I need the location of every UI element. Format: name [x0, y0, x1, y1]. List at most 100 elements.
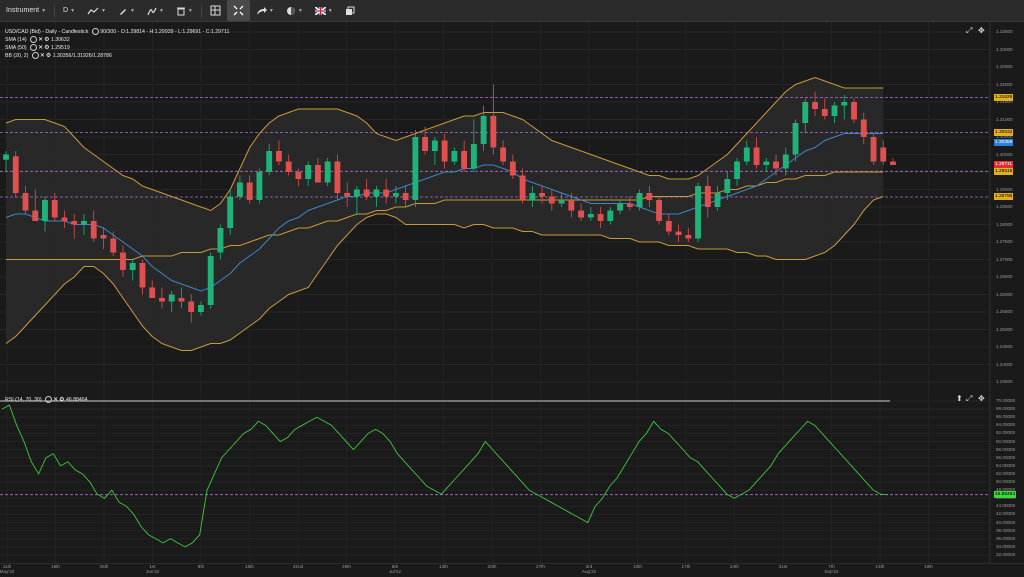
- candle-body: [42, 200, 48, 221]
- chevron-down-icon: ▼: [327, 7, 333, 14]
- eye-icon[interactable]: [31, 52, 39, 59]
- candle-body: [314, 165, 321, 183]
- candle-body: [704, 186, 711, 207]
- period-menu[interactable]: D ▼: [57, 0, 81, 21]
- candle-body: [500, 147, 507, 162]
- indicators-menu[interactable]: ▼: [141, 0, 170, 21]
- move-up-icon[interactable]: ⬆: [956, 394, 963, 403]
- candle-body: [646, 193, 653, 200]
- candle-body: [129, 263, 136, 270]
- price-tick-label: 1.32000: [996, 81, 1013, 87]
- close-icon[interactable]: ✕: [38, 45, 44, 51]
- candle-body: [607, 210, 614, 221]
- drawing-tools-menu[interactable]: ▼: [112, 0, 141, 21]
- rsi-tick-label: 52.00000: [996, 470, 1016, 476]
- candle-body: [334, 161, 341, 193]
- time-tick-day: 3rd: [585, 564, 593, 569]
- price-chart[interactable]: [0, 22, 1024, 392]
- chart-type-menu[interactable]: ▼: [81, 0, 112, 21]
- close-icon[interactable]: ✕: [39, 53, 45, 59]
- expand-icon[interactable]: ⤢: [966, 26, 973, 35]
- price-tag: 1.30356: [994, 138, 1014, 146]
- rsi-panel[interactable]: RSI (14, 70, 30) ✕⚙ 46.88464 ⬆ ⤢ ✥ 70.00…: [0, 393, 1024, 563]
- gear-icon[interactable]: ⚙: [44, 45, 50, 51]
- candle-body: [32, 210, 39, 221]
- candle-body: [256, 172, 263, 200]
- time-tick-day: 7th: [828, 564, 835, 569]
- price-tick-label: 1.27500: [996, 239, 1013, 244]
- candle-body: [558, 200, 565, 204]
- time-tick-month: May'22: [0, 569, 15, 574]
- price-tick-label: 1.33000: [996, 46, 1013, 52]
- price-tick-label: 1.31000: [996, 116, 1013, 122]
- rsi-chart[interactable]: [0, 393, 1024, 563]
- window-button[interactable]: [339, 0, 361, 21]
- instrument-info: USD/CAD (Bid) - Daily - Candlestick 90/3…: [5, 28, 229, 35]
- crosshair-button[interactable]: [226, 0, 250, 21]
- price-tag: 1.29711: [994, 161, 1013, 169]
- time-tick-label: 8th: [191, 564, 211, 569]
- pencil-icon: [120, 8, 126, 15]
- candle-body: [802, 102, 809, 123]
- price-tick-label: 1.26000: [996, 291, 1013, 297]
- candle-body: [412, 137, 419, 200]
- bollinger-fill: [6, 77, 884, 351]
- rsi-tick-label: 48.00000: [996, 487, 1016, 493]
- candle-body: [617, 203, 624, 211]
- rsi-value-tag: 46.88464: [994, 491, 1017, 499]
- chevron-down-icon: ▼: [70, 7, 76, 14]
- candle-body: [753, 147, 760, 165]
- time-tick-day: 10th: [633, 564, 642, 569]
- time-tick-label: 15th: [240, 564, 260, 569]
- time-tick-label: 19th: [919, 564, 939, 569]
- language-menu[interactable]: ▼: [309, 0, 339, 21]
- eye-icon[interactable]: [91, 28, 99, 35]
- rsi-tick-label: 32.00000: [996, 552, 1016, 557]
- expand-icon[interactable]: ⤢: [966, 394, 973, 403]
- layout-button[interactable]: [204, 0, 227, 21]
- candle-body: [305, 165, 312, 179]
- candle-body: [402, 193, 409, 200]
- price-chart-panel[interactable]: USD/CAD (Bid) - Daily - Candlestick 90/3…: [0, 22, 1024, 392]
- candle-body: [529, 193, 536, 200]
- crosshair-icon: [233, 5, 244, 16]
- candle-body: [451, 151, 458, 162]
- maximize-icon[interactable]: ✥: [978, 26, 985, 35]
- time-tick-label: 31st: [773, 564, 793, 569]
- chevron-down-icon: ▼: [130, 7, 135, 14]
- price-tag: 1.28786: [994, 193, 1014, 201]
- gear-icon[interactable]: ⚙: [45, 53, 52, 59]
- time-tick-day: 20th: [487, 564, 497, 569]
- time-tick-day: 8th: [197, 564, 205, 569]
- share-menu[interactable]: ▼: [250, 0, 280, 21]
- instrument-menu[interactable]: Instrument ▼: [0, 0, 52, 21]
- sma14-label: SMA (14): [5, 36, 27, 43]
- gear-icon[interactable]: ⚙: [44, 37, 50, 43]
- gear-icon[interactable]: ⚙: [59, 397, 65, 403]
- window-icon: [345, 6, 355, 15]
- eye-icon[interactable]: [45, 396, 53, 403]
- chevron-down-icon: ▼: [268, 7, 274, 14]
- time-tick-day: 1st: [149, 564, 156, 569]
- eye-icon[interactable]: [30, 36, 38, 43]
- line-chart-icon: [87, 7, 99, 14]
- maximize-icon[interactable]: ✥: [978, 394, 985, 403]
- rsi-lines: [1, 404, 889, 548]
- eye-icon[interactable]: [30, 44, 38, 51]
- candle-body: [782, 154, 789, 169]
- close-icon[interactable]: ✕: [53, 397, 59, 403]
- price-tick-label: 1.28000: [996, 221, 1013, 227]
- price-tick-label: 1.25000: [996, 326, 1013, 332]
- close-icon[interactable]: ✕: [38, 37, 44, 43]
- candle-body: [597, 214, 604, 221]
- time-tick-day: 29th: [342, 564, 351, 569]
- theme-menu[interactable]: ▼: [280, 0, 309, 21]
- candle-body: [81, 221, 87, 225]
- delete-menu[interactable]: ▼: [170, 0, 199, 21]
- candle-body: [178, 298, 185, 302]
- price-tick-label: 1.23500: [996, 379, 1013, 384]
- candle-body: [3, 154, 9, 160]
- time-tick-month: Jul'22: [389, 569, 401, 574]
- uk-flag-icon: [314, 6, 326, 15]
- time-tick-label: 14th: [870, 564, 890, 569]
